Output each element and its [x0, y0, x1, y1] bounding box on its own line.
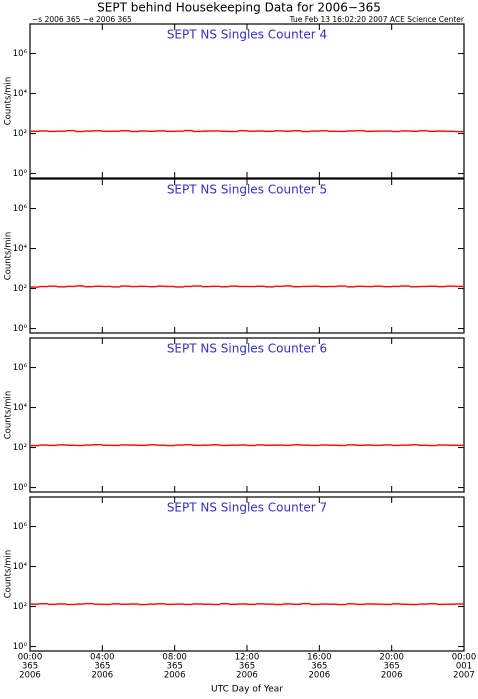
x-tick-label: 00:00 [18, 653, 43, 663]
x-tick-label: 16:00 [307, 653, 332, 663]
y-tick-label: 10⁴ [13, 403, 28, 413]
panel-title: SEPT NS Singles Counter 5 [167, 183, 327, 197]
y-tick-label: 10⁶ [13, 522, 28, 532]
y-axis-label: Counts/min [4, 232, 14, 281]
y-tick-label: 10⁶ [13, 363, 28, 373]
x-tick-label: 00:00 [452, 653, 477, 663]
x-tick-label: 365 [384, 662, 400, 672]
x-tick-label: 2006 [164, 671, 186, 681]
x-tick-label: 2006 [309, 671, 331, 681]
x-tick-label: 08:00 [162, 653, 187, 663]
x-tick-label: 001 [456, 662, 472, 672]
x-axis-label: UTC Day of Year [211, 685, 283, 695]
y-tick-label: 10⁴ [13, 89, 28, 99]
y-tick-label: 10⁴ [13, 244, 28, 254]
panel-title: SEPT NS Singles Counter 6 [167, 342, 327, 356]
y-tick-label: 10⁶ [13, 49, 28, 59]
y-tick-label: 10⁰ [13, 324, 28, 334]
x-tick-label: 365 [311, 662, 327, 672]
x-tick-label: 365 [239, 662, 255, 672]
x-tick-label: 2007 [453, 671, 475, 681]
x-tick-label: 20:00 [379, 653, 404, 663]
panel-title: SEPT NS Singles Counter 7 [167, 501, 327, 515]
y-tick-label: 10² [13, 129, 27, 139]
subtitle-right: Tue Feb 13 16:02:20 2007 ACE Science Cen… [289, 15, 465, 24]
x-tick-label: 365 [94, 662, 110, 672]
x-tick-label: 365 [167, 662, 183, 672]
y-tick-label: 10⁰ [13, 169, 28, 179]
x-tick-label: 2006 [236, 671, 258, 681]
chart-title: SEPT behind Housekeeping Data for 2006−3… [97, 1, 381, 15]
panel-title: SEPT NS Singles Counter 4 [167, 28, 327, 42]
y-tick-label: 10⁰ [13, 483, 28, 493]
y-axis-label: Counts/min [4, 391, 14, 440]
x-tick-label: 2006 [381, 671, 403, 681]
y-tick-label: 10² [13, 284, 27, 294]
x-tick-label: 365 [22, 662, 38, 672]
y-axis-label: Counts/min [4, 77, 14, 126]
x-tick-label: 04:00 [90, 653, 115, 663]
y-tick-label: 10⁴ [13, 562, 28, 572]
y-tick-label: 10² [13, 602, 27, 612]
y-tick-label: 10⁰ [13, 642, 28, 652]
x-tick-label: 12:00 [235, 653, 260, 663]
x-tick-label: 2006 [19, 671, 41, 681]
x-tick-label: 2006 [92, 671, 114, 681]
y-tick-label: 10² [13, 443, 27, 453]
y-axis-label: Counts/min [4, 550, 14, 599]
subtitle-left: −s 2006 365 −e 2006 365 [32, 15, 132, 24]
y-tick-label: 10⁶ [13, 204, 28, 214]
